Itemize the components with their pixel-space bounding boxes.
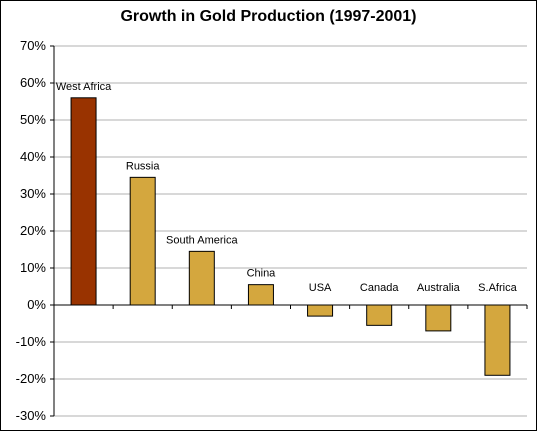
bar-australia xyxy=(425,304,452,332)
y-tick-label: -10% xyxy=(16,334,47,349)
bar-label: S.Africa xyxy=(478,282,517,294)
bar-south-america xyxy=(188,250,215,306)
bar-s-africa xyxy=(484,304,511,376)
y-tick-label: 0% xyxy=(27,297,46,312)
bar-label: Australia xyxy=(417,282,461,294)
y-tick-label: -20% xyxy=(16,371,47,386)
y-tick-label: -30% xyxy=(16,408,47,423)
y-tick-label: 40% xyxy=(20,149,46,164)
bar-canada xyxy=(366,304,393,326)
y-tick-label: 10% xyxy=(20,260,46,275)
chart-title: Growth in Gold Production (1997-2001) xyxy=(120,8,417,25)
y-tick-label: 70% xyxy=(20,38,46,53)
bar-labels: West Africa Russia South America China USA Ca… xyxy=(56,81,518,294)
x-axis xyxy=(53,304,528,309)
bar-label: Canada xyxy=(360,282,399,294)
bar-label: Russia xyxy=(126,160,161,172)
y-tick-label: 20% xyxy=(20,223,46,238)
bar-west-africa xyxy=(70,97,97,306)
bar-label: China xyxy=(247,268,277,280)
y-axis: 70% 60% 50% 40% 30% 20% 10% 0% -10% -20% -30% xyxy=(16,38,55,423)
y-tick-label: 50% xyxy=(20,112,46,127)
bar-usa xyxy=(307,304,334,317)
bar-label: West Africa xyxy=(56,81,112,93)
y-tick-label: 30% xyxy=(20,186,46,201)
bars xyxy=(70,97,511,376)
y-tick-label: 60% xyxy=(20,75,46,90)
bar-china xyxy=(247,284,274,306)
gridlines xyxy=(54,45,527,417)
bar-russia xyxy=(129,176,156,306)
bar-label: South America xyxy=(166,234,238,246)
bar-label: USA xyxy=(309,282,332,294)
